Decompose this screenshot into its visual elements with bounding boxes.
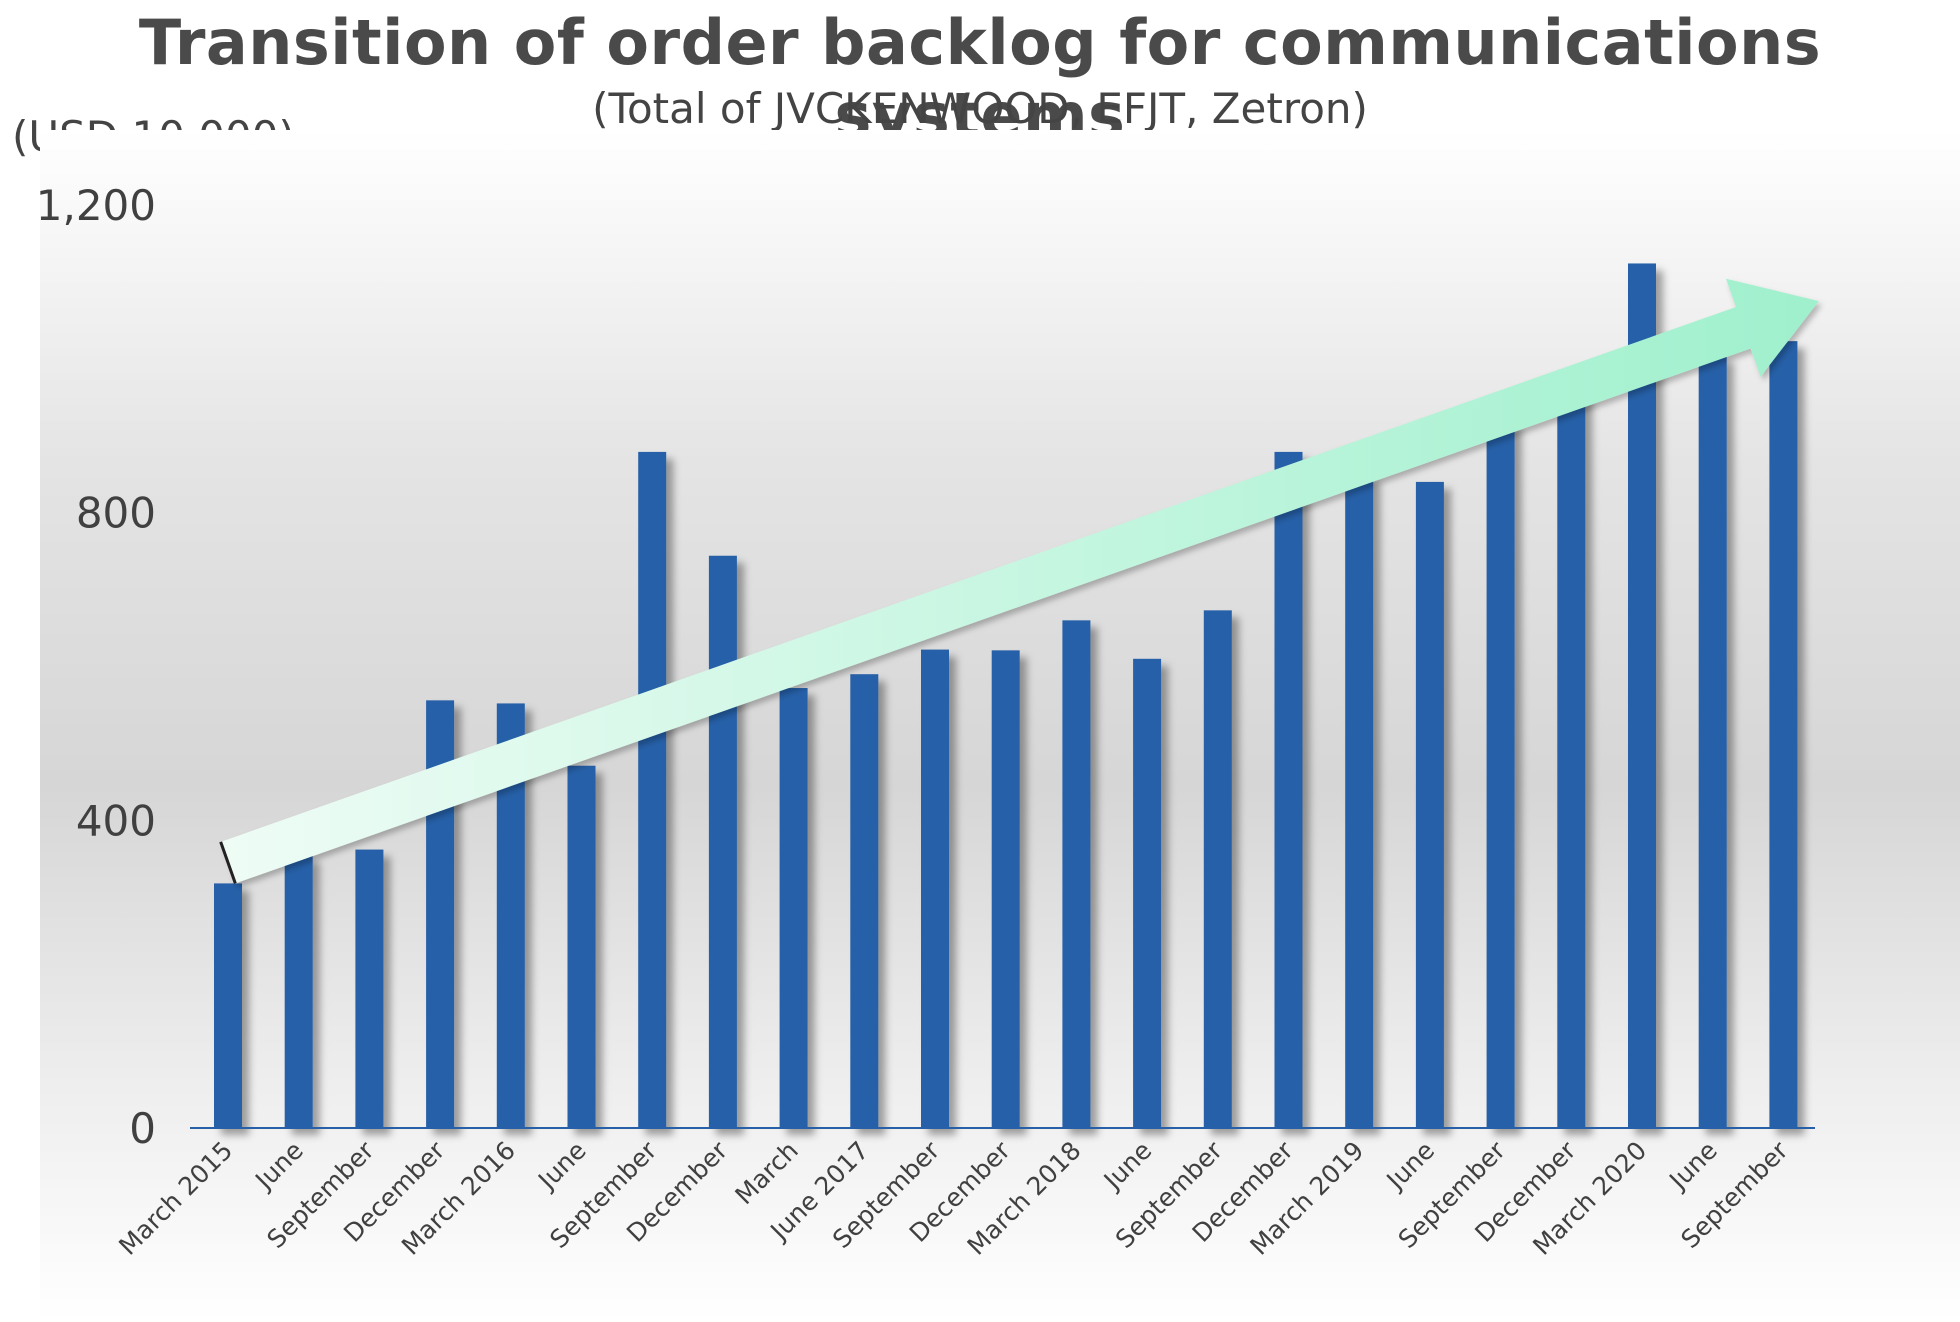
y-tick-label: 0 — [129, 1104, 156, 1153]
trend-arrow-tail — [219, 841, 237, 884]
y-tick-label: 800 — [76, 489, 156, 538]
y-tick-label: 400 — [76, 796, 156, 845]
bar — [1628, 263, 1656, 1128]
bar — [1486, 421, 1515, 1128]
bar — [567, 765, 596, 1128]
chart-subtitle: (Total of JVCKENWOOD, EFJT, Zetron) — [592, 84, 1368, 133]
bar — [1133, 658, 1162, 1128]
bar — [1274, 451, 1303, 1129]
bar — [214, 883, 242, 1128]
trend-arrow — [220, 278, 1819, 884]
bar — [779, 688, 808, 1128]
bar — [1062, 620, 1091, 1128]
bar — [1415, 481, 1444, 1128]
bar — [1557, 390, 1586, 1129]
bar — [708, 555, 737, 1128]
bar — [921, 649, 949, 1128]
bar — [1769, 341, 1798, 1129]
y-tick-label: 1,200 — [36, 181, 156, 230]
bar — [284, 854, 313, 1128]
bar — [638, 451, 667, 1129]
bar — [991, 650, 1020, 1128]
bar — [1698, 354, 1727, 1128]
bar — [355, 849, 384, 1128]
bar — [1203, 610, 1232, 1128]
bar — [1345, 475, 1374, 1128]
bar — [850, 674, 879, 1128]
chart-title: Transition of order backlog for communic… — [138, 6, 1822, 152]
